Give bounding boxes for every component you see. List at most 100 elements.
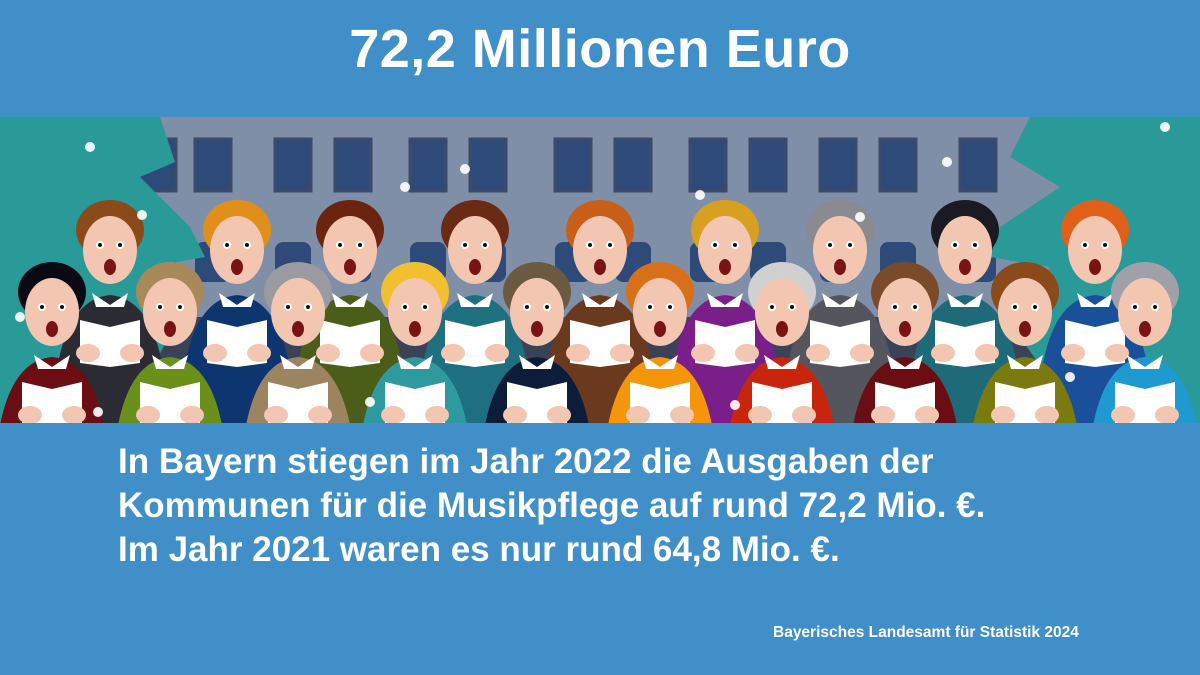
singer bbox=[973, 262, 1077, 423]
collar bbox=[1127, 355, 1163, 369]
headline-title: 72,2 Millionen Euro bbox=[349, 19, 851, 79]
mouth bbox=[292, 321, 304, 337]
hand bbox=[931, 344, 955, 362]
window bbox=[958, 137, 998, 193]
pupil bbox=[1033, 305, 1037, 309]
snowflake bbox=[942, 157, 952, 167]
collar bbox=[887, 355, 923, 369]
window bbox=[333, 137, 373, 193]
face bbox=[1118, 278, 1172, 346]
pupil bbox=[423, 305, 427, 309]
pupil bbox=[358, 243, 362, 247]
collar bbox=[519, 355, 555, 369]
snowflake bbox=[85, 142, 95, 152]
mouth bbox=[104, 259, 116, 275]
pupil bbox=[1013, 305, 1017, 309]
pupil bbox=[158, 305, 162, 309]
hand bbox=[180, 406, 204, 423]
mouth bbox=[1139, 321, 1151, 337]
window bbox=[468, 137, 508, 193]
face bbox=[510, 278, 564, 346]
pupil bbox=[463, 243, 467, 247]
pupil bbox=[848, 243, 852, 247]
collar bbox=[92, 293, 128, 307]
snowflake bbox=[1160, 122, 1170, 132]
snowflake bbox=[93, 407, 103, 417]
hand bbox=[441, 344, 465, 362]
snowflake bbox=[1065, 372, 1075, 382]
pupil bbox=[1083, 243, 1087, 247]
face bbox=[210, 216, 264, 284]
snowflake bbox=[730, 400, 740, 410]
pupil bbox=[60, 305, 64, 309]
collar bbox=[1077, 293, 1113, 307]
hand bbox=[670, 406, 694, 423]
mouth bbox=[469, 259, 481, 275]
mouth bbox=[46, 321, 58, 337]
singer bbox=[730, 262, 834, 423]
snowflake bbox=[695, 190, 705, 200]
face bbox=[323, 216, 377, 284]
collar bbox=[1007, 355, 1043, 369]
window bbox=[748, 137, 788, 193]
mouth bbox=[1089, 259, 1101, 275]
hand bbox=[381, 406, 405, 423]
hand bbox=[76, 344, 100, 362]
hand bbox=[203, 344, 227, 362]
face bbox=[878, 278, 932, 346]
singer bbox=[853, 262, 957, 423]
hand bbox=[975, 344, 999, 362]
choir-singers bbox=[0, 200, 1197, 423]
pupil bbox=[1133, 305, 1137, 309]
pupil bbox=[118, 243, 122, 247]
hand bbox=[1155, 406, 1179, 423]
mouth bbox=[594, 259, 606, 275]
choir-illustration bbox=[0, 117, 1200, 423]
body-line: In Bayern stiegen im Jahr 2022 die Ausga… bbox=[118, 442, 934, 481]
window bbox=[408, 137, 448, 193]
pupil bbox=[338, 243, 342, 247]
hand bbox=[1111, 406, 1135, 423]
hand bbox=[792, 406, 816, 423]
face bbox=[1068, 216, 1122, 284]
pupil bbox=[178, 305, 182, 309]
snowflake bbox=[400, 182, 410, 192]
window bbox=[688, 137, 728, 193]
hand bbox=[136, 406, 160, 423]
hand bbox=[62, 406, 86, 423]
singer bbox=[246, 262, 350, 423]
mouth bbox=[231, 259, 243, 275]
pupil bbox=[648, 305, 652, 309]
snowflake bbox=[855, 212, 865, 222]
hand bbox=[610, 344, 634, 362]
pupil bbox=[245, 243, 249, 247]
hand bbox=[626, 406, 650, 423]
singer bbox=[1093, 262, 1197, 423]
pupil bbox=[306, 305, 310, 309]
collar bbox=[332, 293, 368, 307]
singer bbox=[0, 262, 104, 423]
window bbox=[553, 137, 593, 193]
hand bbox=[991, 406, 1015, 423]
pupil bbox=[893, 305, 897, 309]
pupil bbox=[953, 243, 957, 247]
mouth bbox=[344, 259, 356, 275]
snowflake bbox=[365, 397, 375, 407]
face bbox=[388, 278, 442, 346]
hand bbox=[850, 344, 874, 362]
pupil bbox=[545, 305, 549, 309]
hand bbox=[1035, 406, 1059, 423]
face bbox=[83, 216, 137, 284]
hand bbox=[503, 406, 527, 423]
face bbox=[25, 278, 79, 346]
hand bbox=[915, 406, 939, 423]
pupil bbox=[588, 243, 592, 247]
collar bbox=[152, 355, 188, 369]
hand bbox=[18, 406, 42, 423]
snowflake bbox=[15, 312, 25, 322]
mouth bbox=[164, 321, 176, 337]
snowflakes bbox=[15, 122, 1170, 417]
mouth bbox=[776, 321, 788, 337]
face bbox=[448, 216, 502, 284]
pupil bbox=[1153, 305, 1157, 309]
